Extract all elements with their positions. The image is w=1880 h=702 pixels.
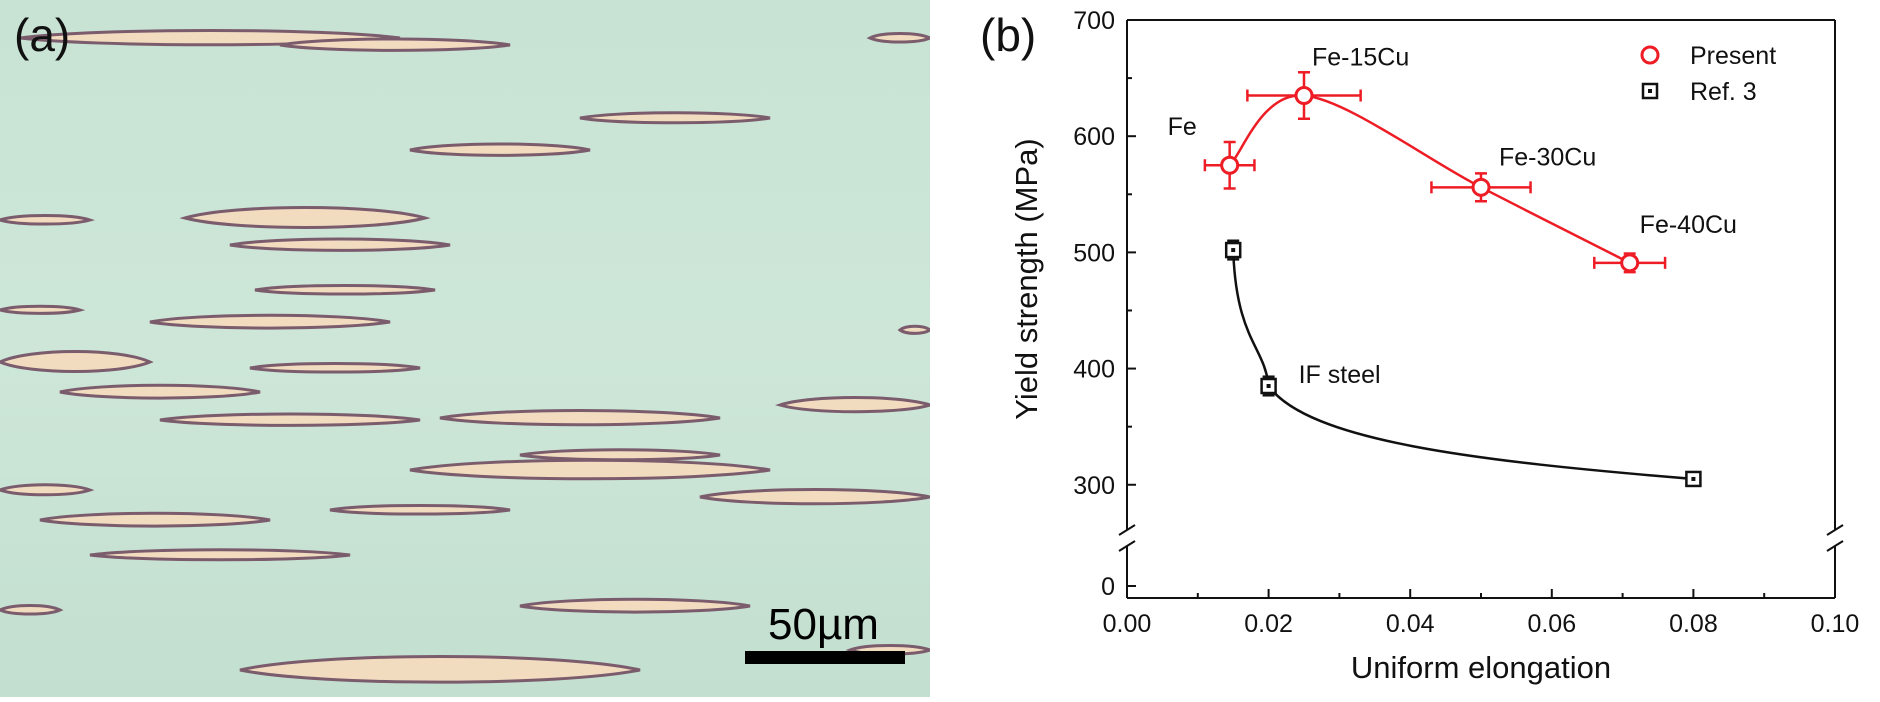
cu-lamella xyxy=(0,604,64,616)
cu-lamella xyxy=(519,597,751,614)
x-tick-label: 0.06 xyxy=(1527,610,1576,638)
y-tick-label: 500 xyxy=(1073,239,1115,267)
cu-lamella xyxy=(59,383,261,400)
y-tick-label: 700 xyxy=(1073,7,1115,35)
panel-a-label: (a) xyxy=(14,9,71,61)
cu-lamella xyxy=(89,548,351,562)
present-fit-curve xyxy=(1228,94,1631,264)
scale-bar xyxy=(745,651,905,664)
cu-lamella xyxy=(0,350,154,373)
axis-break-mark xyxy=(1118,540,1136,552)
x-tick-label: 0.02 xyxy=(1244,610,1293,638)
point-label: Fe xyxy=(1168,113,1197,141)
cu-lamella xyxy=(775,396,930,414)
cu-lamella xyxy=(279,37,511,52)
cu-lamella xyxy=(409,142,591,157)
axis-break-mark xyxy=(1826,524,1844,536)
x-tick-label: 0.00 xyxy=(1103,610,1152,638)
x-tick-label: 0.10 xyxy=(1811,610,1860,638)
ref-data-point-dot xyxy=(1691,476,1696,481)
x-tick-label: 0.08 xyxy=(1669,610,1718,638)
cu-lamella xyxy=(519,448,721,462)
cu-lamella xyxy=(239,655,641,684)
matrix-background xyxy=(0,0,930,697)
cu-lamella xyxy=(159,412,421,427)
cu-lamella xyxy=(579,111,771,125)
cu-lamella xyxy=(0,483,95,497)
axis-break-mark xyxy=(1118,524,1136,536)
micrograph-panel: (a) 50µm xyxy=(0,0,930,697)
legend-label: Present xyxy=(1690,42,1776,70)
x-axis-title: Uniform elongation xyxy=(1351,650,1611,685)
present-data-point xyxy=(1294,86,1314,106)
ref-data-point-dot xyxy=(1231,248,1236,253)
micrograph-image xyxy=(0,0,930,697)
cu-lamella xyxy=(249,362,421,374)
point-label: Fe-30Cu xyxy=(1499,143,1596,171)
cu-lamella xyxy=(329,504,511,516)
ref-data-point-dot xyxy=(1266,384,1271,388)
chart-panel: (b) 0.00 0.02 0.04 0.06 0.08 0.10 0 300 400 500 60… xyxy=(930,0,1880,697)
point-label: IF steel xyxy=(1299,361,1381,389)
panel-b-label: (b) xyxy=(980,9,1037,61)
y-tick-label: 0 xyxy=(1101,573,1115,601)
legend-marker-present xyxy=(1640,45,1660,65)
y-tick-label: 300 xyxy=(1073,472,1115,500)
y-tick-label: 600 xyxy=(1073,123,1115,151)
cu-lamella xyxy=(179,206,431,229)
present-data-point xyxy=(1471,177,1491,197)
cu-lamella xyxy=(866,32,930,44)
cu-lamella xyxy=(254,284,436,296)
axis-break-mark xyxy=(1826,540,1844,552)
cu-lamella xyxy=(699,488,930,506)
point-label: Fe-15Cu xyxy=(1312,44,1409,72)
yield-strength-chart: 0.00 0.02 0.04 0.06 0.08 0.10 0 300 400 500 600 700… xyxy=(1009,7,1860,685)
cu-lamella xyxy=(897,324,930,335)
legend-label: Ref. 3 xyxy=(1690,78,1757,106)
cu-lamella xyxy=(409,458,771,481)
x-tick-label: 0.04 xyxy=(1386,610,1435,638)
present-data-point xyxy=(1220,155,1240,175)
y-axis-title: Yield strength (MPa) xyxy=(1009,138,1044,419)
cu-lamella xyxy=(39,511,271,528)
cu-lamella xyxy=(149,313,391,330)
y-tick-label: 400 xyxy=(1073,356,1115,384)
cu-lamella xyxy=(0,304,86,315)
ref-fit-curve xyxy=(1231,250,1694,481)
present-data-point xyxy=(1620,253,1640,273)
cu-lamella xyxy=(229,237,451,252)
point-label: Fe-40Cu xyxy=(1640,211,1737,239)
legend-marker-ref-dot xyxy=(1648,89,1652,93)
cu-lamella xyxy=(439,409,721,427)
scale-bar-label: 50µm xyxy=(768,600,879,649)
cu-lamella xyxy=(0,214,95,226)
